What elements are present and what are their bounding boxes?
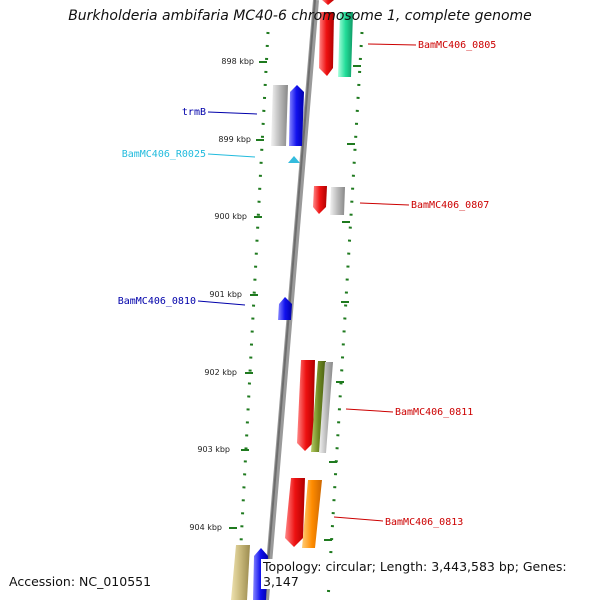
label-trmB[interactable]: trmB [182,107,206,118]
tick-rail-left [236,31,270,600]
label-bamMC406-0813[interactable]: BamMC406_0813 [385,517,463,528]
gene-khaki[interactable] [231,545,250,600]
tick-900: 900 kbp [214,212,262,221]
gene-olive[interactable] [311,361,326,452]
gene-labels: BamMC406_0805 trmB BamMC406_R0025 BamMC4… [118,40,497,528]
right-ticks [324,65,361,541]
tick-label-901: 901 kbp [209,290,242,299]
tick-899: 899 kbp [218,135,264,144]
tick-rail-right [326,31,364,600]
gene-trmB[interactable] [289,85,304,146]
gene-bamMC406-0811[interactable] [297,360,315,451]
label-bamMC406-0811[interactable]: BamMC406_0811 [395,407,473,418]
gene-bamMC406-R0025[interactable] [288,156,300,163]
tick-label-900: 900 kbp [214,212,247,221]
gene-bamMC406-0810[interactable] [278,297,292,320]
tick-label-904: 904 kbp [189,523,222,532]
gene-gray-0811[interactable] [319,362,333,453]
tick-904: 904 kbp [189,523,237,532]
gene-bamMC406-0805[interactable] [319,12,334,76]
callout-lines [197,43,417,522]
genes [231,0,353,600]
tick-label-902: 902 kbp [204,368,237,377]
tick-label-899: 899 kbp [218,135,251,144]
genome-backbone [263,0,319,600]
gene-teal[interactable] [338,12,353,77]
gene-bamMC406-0813[interactable] [285,478,305,547]
label-bamMC406-0810[interactable]: BamMC406_0810 [118,296,196,307]
tick-label-898: 898 kbp [221,57,254,66]
label-bamMC406-0807[interactable]: BamMC406_0807 [411,200,489,211]
tick-label-903: 903 kbp [197,445,230,454]
gene-gray-0807[interactable] [330,187,345,215]
tick-901: 901 kbp [209,290,258,299]
gene-bamMC406-0807[interactable] [313,186,327,214]
label-bamMC406-R0025[interactable]: BamMC406_R0025 [122,149,206,160]
kbp-ticks: 898 kbp 899 kbp 900 kbp 901 kbp 902 kbp … [189,57,361,541]
gene-top-red-fragment[interactable] [322,0,334,5]
tick-903: 903 kbp [197,445,249,454]
gene-orange[interactable] [302,480,322,548]
tick-898: 898 kbp [221,57,267,66]
map-title: Burkholderia ambifaria MC40-6 chromosome… [68,8,532,24]
accession-text: Accession: NC_010551 [9,574,152,589]
topology-text: Topology: circular; Length: 3,443,583 bp… [261,559,600,589]
tick-902: 902 kbp [204,368,253,377]
label-bamMC406-0805[interactable]: BamMC406_0805 [418,40,496,51]
gene-trmB-gray[interactable] [271,85,288,146]
